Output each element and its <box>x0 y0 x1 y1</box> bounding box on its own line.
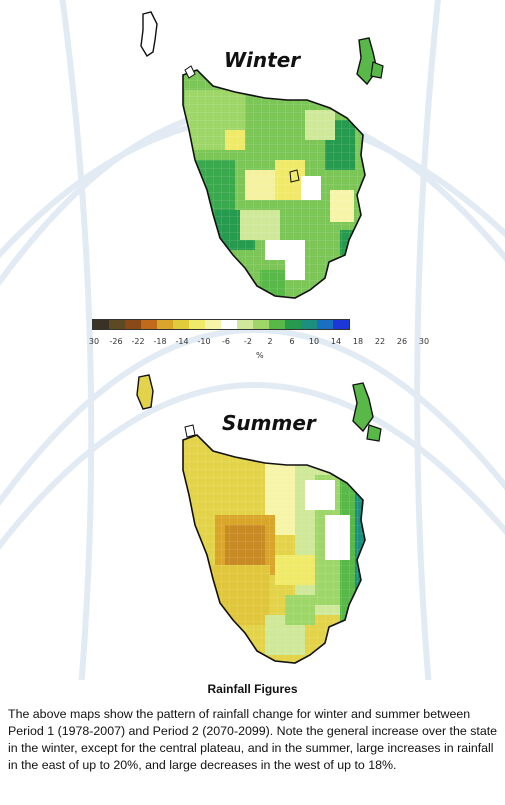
legend-tick-labels: 30 -26 -22 -18 -14 -10 -6 -2 2 6 10 14 18 22 26 30 <box>88 337 432 349</box>
legend-swatch <box>205 320 221 329</box>
caption-title: Rainfall Figures <box>207 682 298 696</box>
legend-tick-label: -26 <box>109 337 123 346</box>
legend-swatch <box>189 320 205 329</box>
background-arcs <box>0 0 505 680</box>
legend-tick-label: 14 <box>330 337 342 346</box>
legend-tick-label: 30 <box>88 337 100 346</box>
legend-swatch <box>269 320 285 329</box>
legend-swatch <box>173 320 189 329</box>
legend-swatch <box>221 320 237 329</box>
legend-tick-label: 26 <box>396 337 408 346</box>
winter-rainfall-map <box>140 11 384 299</box>
legend-swatch <box>93 320 109 329</box>
legend-color-bar <box>92 319 350 330</box>
legend-tick-label: -22 <box>131 337 145 346</box>
caption-body: The above maps show the pattern of rainf… <box>8 707 498 772</box>
summer-rainfall-map <box>136 374 382 664</box>
legend-tick-label: 6 <box>289 337 295 346</box>
legend-swatch <box>125 320 141 329</box>
legend-tick-label: -14 <box>175 337 189 346</box>
legend-tick-label: 30 <box>418 337 430 346</box>
winter-map-title: Winter <box>224 48 301 72</box>
legend-tick-label: 18 <box>352 337 364 346</box>
summer-map-title: Summer <box>222 411 316 435</box>
legend-tick-label: 2 <box>267 337 273 346</box>
legend-tick-label: -6 <box>222 337 230 346</box>
rainfall-change-legend: 30 -26 -22 -18 -14 -10 -6 -2 2 6 10 14 18 22 26 30 % <box>88 319 432 367</box>
legend-swatch <box>109 320 125 329</box>
legend-swatch <box>237 320 253 329</box>
legend-swatch <box>141 320 157 329</box>
legend-swatch <box>157 320 173 329</box>
legend-tick-label: 22 <box>374 337 386 346</box>
legend-swatch <box>333 320 349 329</box>
legend-swatch <box>301 320 317 329</box>
legend-unit-label: % <box>256 351 264 360</box>
legend-swatch <box>317 320 333 329</box>
legend-tick-label: -2 <box>244 337 252 346</box>
legend-swatch <box>253 320 269 329</box>
legend-swatch <box>285 320 301 329</box>
legend-tick-label: -18 <box>153 337 167 346</box>
legend-tick-label: 10 <box>308 337 320 346</box>
legend-tick-label: -10 <box>197 337 211 346</box>
